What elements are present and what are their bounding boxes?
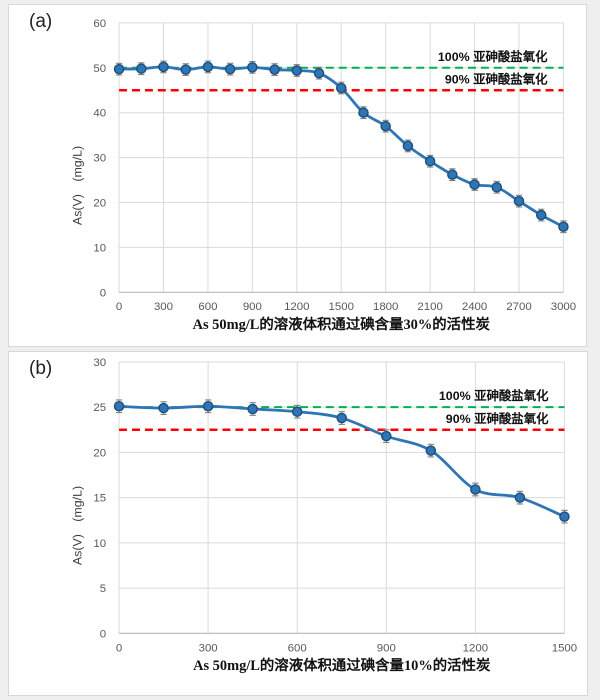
y-axis-title: As(V) (mg/L) xyxy=(70,486,84,565)
x-tick-label: 0 xyxy=(116,642,122,654)
reference-line-label: 100% 亚砷酸盐氧化 xyxy=(438,49,548,64)
data-point xyxy=(491,181,503,193)
data-point xyxy=(514,492,526,503)
data-point xyxy=(447,169,458,180)
data-point xyxy=(381,430,392,442)
data-point xyxy=(424,155,436,167)
data-point xyxy=(180,64,191,75)
x-tick-label: 900 xyxy=(243,301,262,313)
data-point xyxy=(380,120,391,132)
data-point xyxy=(402,140,414,152)
y-tick-label: 25 xyxy=(93,402,106,414)
x-tick-label: 1500 xyxy=(329,301,354,313)
y-tick-label: 0 xyxy=(100,628,106,640)
data-point xyxy=(113,63,125,75)
y-tick-label: 40 xyxy=(93,108,106,120)
data-point xyxy=(558,221,569,233)
data-point xyxy=(535,209,547,221)
y-tick-label: 5 xyxy=(100,583,106,595)
data-point xyxy=(469,179,480,190)
data-point xyxy=(135,63,147,74)
chart-panel-a: (a) 100% 亚砷酸盐氧化 90% 亚砷酸盐氧化 0 10 20 30 40 50 60 0 3… xyxy=(8,4,587,347)
x-axis-title: As 50mg/L的溶液体积通过碘含量10%的活性炭 xyxy=(193,656,491,674)
data-point xyxy=(291,406,303,417)
data-point xyxy=(269,64,280,75)
data-point xyxy=(224,63,236,75)
x-tick-label: 600 xyxy=(288,642,307,654)
y-tick-label: 60 xyxy=(93,18,106,30)
y-tick-label: 20 xyxy=(93,197,106,209)
data-point xyxy=(470,484,481,495)
data-point xyxy=(158,61,169,73)
x-tick-label: 1800 xyxy=(373,301,398,313)
x-tick-label: 2100 xyxy=(417,301,442,313)
panel-label-b: (b) xyxy=(29,358,53,379)
x-tick-label: 300 xyxy=(154,301,173,313)
data-point xyxy=(247,62,258,73)
data-point xyxy=(425,445,437,456)
y-tick-label: 15 xyxy=(93,493,106,505)
reference-line-label: 100% 亚砷酸盐氧化 xyxy=(439,388,549,403)
y-tick-label: 10 xyxy=(93,242,106,254)
x-tick-label: 3000 xyxy=(551,301,576,313)
y-tick-label: 10 xyxy=(93,538,106,550)
panel-label-a: (a) xyxy=(29,11,53,32)
x-tick-label: 2400 xyxy=(462,301,487,313)
x-tick-label: 1200 xyxy=(284,301,309,313)
data-point xyxy=(158,402,169,414)
data-point xyxy=(358,107,369,118)
y-tick-label: 30 xyxy=(93,357,106,369)
x-tick-label: 0 xyxy=(116,301,122,313)
x-tick-label: 2700 xyxy=(506,301,531,313)
chart-panel-b: (b) 100% 亚砷酸盐氧化 90% 亚砷酸盐氧化 0 5 10 15 20 25 30 0 30… xyxy=(8,351,588,696)
data-point xyxy=(247,403,258,415)
x-tick-label: 600 xyxy=(198,301,217,313)
data-point xyxy=(313,67,325,79)
y-axis-title: As(V) (mg/L) xyxy=(70,146,84,225)
reference-line-label: 90% 亚砷酸盐氧化 xyxy=(445,71,548,86)
data-point xyxy=(336,412,348,424)
data-point xyxy=(559,511,570,522)
data-point xyxy=(513,195,525,207)
data-point xyxy=(335,82,347,94)
data-point xyxy=(202,61,214,73)
data-point xyxy=(113,401,125,412)
x-tick-label: 300 xyxy=(199,642,218,654)
data-point xyxy=(291,65,303,76)
y-tick-label: 30 xyxy=(93,153,106,165)
reference-line-label: 90% 亚砷酸盐氧化 xyxy=(446,411,549,426)
x-tick-label: 900 xyxy=(377,642,396,654)
y-tick-label: 0 xyxy=(100,287,106,299)
x-axis-title: As 50mg/L的溶液体积通过碘含量30%的活性炭 xyxy=(193,315,491,333)
x-tick-label: 1500 xyxy=(552,642,577,654)
y-tick-label: 20 xyxy=(93,447,106,459)
y-tick-label: 50 xyxy=(93,63,106,75)
x-tick-label: 1200 xyxy=(463,642,488,654)
data-point xyxy=(202,401,214,412)
